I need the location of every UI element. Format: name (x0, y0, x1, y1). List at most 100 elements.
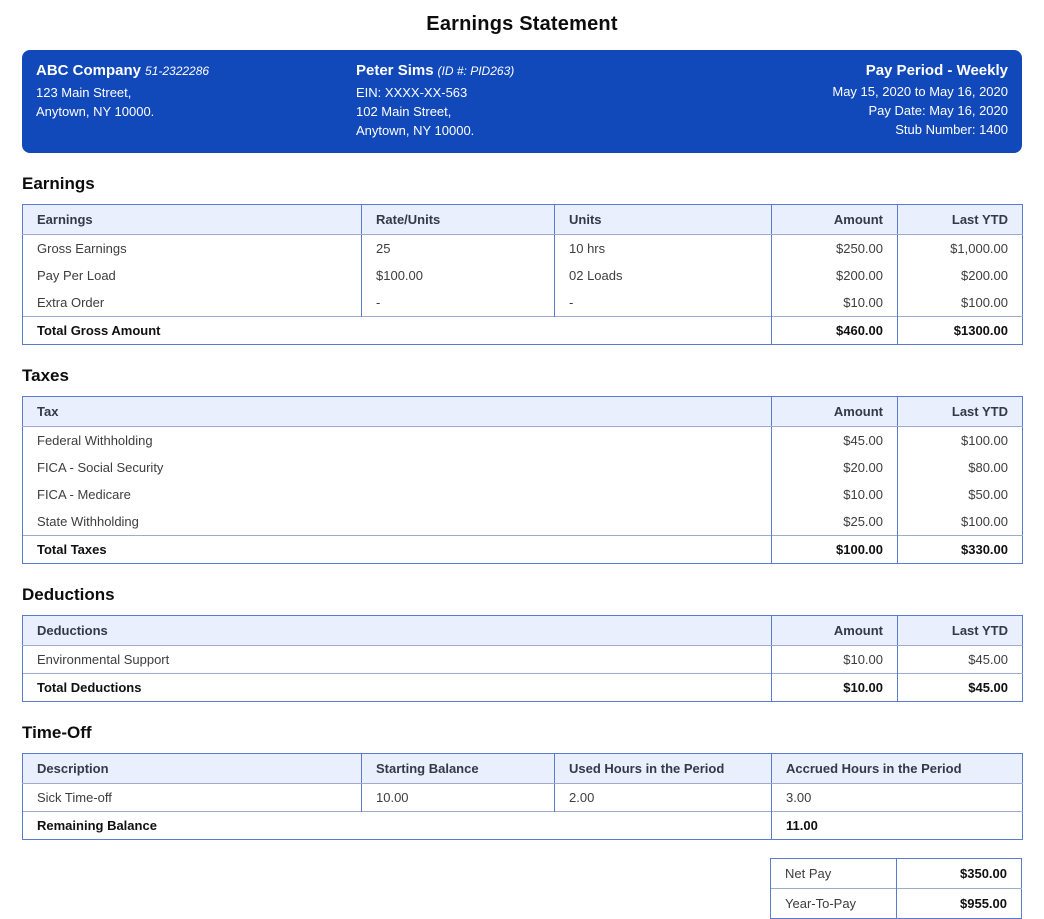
cell-amount: $20.00 (771, 454, 898, 481)
total-label: Remaining Balance (22, 811, 772, 840)
company-info: ABC Company 51-2322286 123 Main Street, A… (36, 62, 356, 121)
column-header-used-hours: Used Hours in the Period (554, 753, 772, 784)
table-row: Federal Withholding $45.00 $100.00 (22, 426, 1023, 454)
column-header-last-ytd: Last YTD (897, 396, 1023, 427)
total-amount: $100.00 (771, 535, 898, 564)
cell-rate: $100.00 (361, 262, 555, 289)
cell-tax-name: FICA - Social Security (22, 454, 772, 481)
employee-ein: EIN: XXXX-XX-563 (356, 85, 468, 100)
column-header-units: Units (554, 204, 772, 235)
timeoff-section-heading: Time-Off (22, 723, 92, 742)
cell-last-ytd: $50.00 (897, 481, 1023, 508)
total-last-ytd: $330.00 (897, 535, 1023, 564)
deductions-header-row: Deductions Amount Last YTD (22, 615, 1023, 646)
cell-units: 02 Loads (554, 262, 772, 289)
employee-id: (ID #: PID263) (437, 64, 515, 78)
year-to-pay-label: Year-To-Pay (770, 888, 897, 919)
net-pay-row: Net Pay $350.00 (770, 858, 1022, 889)
company-name: ABC Company (36, 62, 142, 79)
column-header-amount: Amount (771, 204, 898, 235)
total-amount: $460.00 (771, 316, 898, 345)
employee-address-line2: Anytown, NY 10000. (356, 123, 475, 138)
table-row: Gross Earnings 25 10 hrs $250.00 $1,000.… (22, 234, 1023, 262)
cell-last-ytd: $1,000.00 (897, 234, 1023, 262)
column-header-tax: Tax (22, 396, 772, 427)
employee-info: Peter Sims (ID #: PID263) EIN: XXXX-XX-56… (356, 62, 832, 140)
company-address-line1: 123 Main Street, (36, 85, 132, 100)
total-amount: $10.00 (771, 673, 898, 702)
table-row: FICA - Social Security $20.00 $80.00 (22, 454, 1023, 481)
table-row: Pay Per Load $100.00 02 Loads $200.00 $2… (22, 262, 1023, 289)
cell-amount: $10.00 (771, 481, 898, 508)
table-row: Extra Order - - $10.00 $100.00 (22, 289, 1023, 317)
column-header-deductions: Deductions (22, 615, 772, 646)
total-last-ytd: $45.00 (897, 673, 1023, 702)
table-row: Sick Time-off 10.00 2.00 3.00 (22, 783, 1023, 812)
cell-earning-name: Gross Earnings (22, 234, 362, 262)
earnings-table: Earnings Rate/Units Units Amount Last YT… (22, 204, 1023, 345)
total-label: Total Gross Amount (22, 316, 772, 345)
column-header-amount: Amount (771, 615, 898, 646)
pay-period-info: Pay Period - Weekly May 15, 2020 to May … (832, 62, 1008, 139)
cell-last-ytd: $200.00 (897, 262, 1023, 289)
cell-rate: - (361, 289, 555, 317)
column-header-description: Description (22, 753, 362, 784)
cell-amount: $45.00 (771, 426, 898, 454)
stub-number: Stub Number: 1400 (895, 122, 1008, 137)
timeoff-total-row: Remaining Balance 11.00 (22, 811, 1023, 840)
total-label: Total Taxes (22, 535, 772, 564)
timeoff-header-row: Description Starting Balance Used Hours … (22, 753, 1023, 784)
cell-amount: $250.00 (771, 234, 898, 262)
deductions-table: Deductions Amount Last YTD Environmental… (22, 615, 1023, 702)
taxes-total-row: Total Taxes $100.00 $330.00 (22, 535, 1023, 564)
earnings-total-row: Total Gross Amount $460.00 $1300.00 (22, 316, 1023, 345)
taxes-section-heading: Taxes (22, 366, 69, 385)
cell-tax-name: Federal Withholding (22, 426, 772, 454)
column-header-starting-balance: Starting Balance (361, 753, 555, 784)
earnings-section-heading: Earnings (22, 174, 95, 193)
cell-amount: $10.00 (771, 645, 898, 674)
deductions-section-heading: Deductions (22, 585, 115, 604)
company-name-line: ABC Company 51-2322286 (36, 62, 356, 79)
cell-tax-name: FICA - Medicare (22, 481, 772, 508)
column-header-earnings: Earnings (22, 204, 362, 235)
net-pay-value: $350.00 (896, 858, 1022, 889)
employee-address-line1: 102 Main Street, (356, 104, 452, 119)
cell-last-ytd: $100.00 (897, 289, 1023, 317)
cell-used-hours: 2.00 (554, 783, 772, 812)
year-to-pay-row: Year-To-Pay $955.00 (770, 888, 1022, 919)
column-header-last-ytd: Last YTD (897, 615, 1023, 646)
taxes-table: Tax Amount Last YTD Federal Withholding … (22, 396, 1023, 564)
table-row: FICA - Medicare $10.00 $50.00 (22, 481, 1023, 508)
cell-starting-balance: 10.00 (361, 783, 555, 812)
earnings-header-row: Earnings Rate/Units Units Amount Last YT… (22, 204, 1023, 235)
employee-name-line: Peter Sims (ID #: PID263) (356, 62, 832, 79)
cell-rate: 25 (361, 234, 555, 262)
cell-accrued-hours: 3.00 (771, 783, 1023, 812)
timeoff-table: Description Starting Balance Used Hours … (22, 753, 1023, 840)
cell-deduction-name: Environmental Support (22, 645, 772, 674)
company-address-line2: Anytown, NY 10000. (36, 104, 155, 119)
taxes-header-row: Tax Amount Last YTD (22, 396, 1023, 427)
column-header-accrued-hours: Accrued Hours in the Period (771, 753, 1023, 784)
year-to-pay-value: $955.00 (896, 888, 1022, 919)
table-row: Environmental Support $10.00 $45.00 (22, 645, 1023, 674)
column-header-last-ytd: Last YTD (897, 204, 1023, 235)
company-tax-id: 51-2322286 (145, 64, 210, 78)
cell-last-ytd: $100.00 (897, 508, 1023, 536)
pay-summary-table: Net Pay $350.00 Year-To-Pay $955.00 (770, 858, 1022, 919)
column-header-amount: Amount (771, 396, 898, 427)
cell-earning-name: Pay Per Load (22, 262, 362, 289)
cell-last-ytd: $45.00 (897, 645, 1023, 674)
pay-period-title: Pay Period - Weekly (865, 62, 1008, 79)
cell-amount: $200.00 (771, 262, 898, 289)
cell-amount: $10.00 (771, 289, 898, 317)
cell-earning-name: Extra Order (22, 289, 362, 317)
employee-name: Peter Sims (356, 62, 434, 79)
pay-summary-section: Net Pay $350.00 Year-To-Pay $955.00 (22, 858, 1022, 919)
pay-period-range: May 15, 2020 to May 16, 2020 (832, 84, 1008, 99)
statement-header-band: ABC Company 51-2322286 123 Main Street, A… (22, 50, 1022, 153)
table-row: State Withholding $25.00 $100.00 (22, 508, 1023, 536)
deductions-total-row: Total Deductions $10.00 $45.00 (22, 673, 1023, 702)
cell-last-ytd: $80.00 (897, 454, 1023, 481)
